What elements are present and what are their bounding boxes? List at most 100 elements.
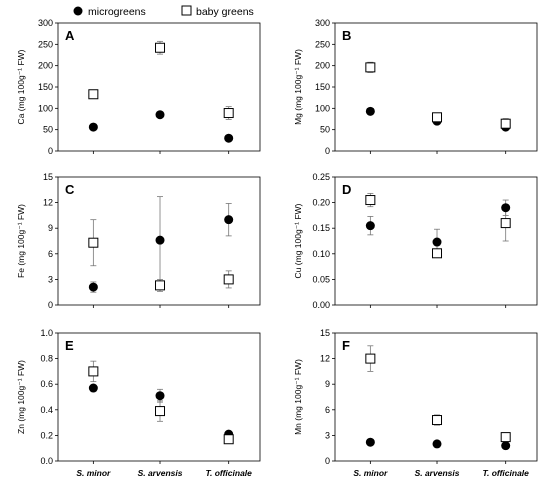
- legend-marker-microgreens: [73, 6, 83, 16]
- y-tick-label: 50: [43, 125, 53, 135]
- panel-letter: C: [65, 182, 75, 197]
- category-labels: S. minor S. arvensis T. officinale S. minor…: [76, 468, 529, 478]
- point-microgreens: [88, 122, 98, 132]
- y-tick-label: 200: [38, 61, 53, 71]
- y-tick-label: 0.6: [40, 379, 53, 389]
- category-label-t-officinale: T. officinale: [482, 468, 529, 478]
- point-baby-greens: [432, 112, 443, 123]
- y-tick-label: 0.10: [312, 249, 330, 259]
- point-baby-greens: [155, 42, 166, 53]
- y-axis-label: Fe (mg 100g⁻¹ FW): [16, 204, 26, 278]
- point-baby-greens: [432, 248, 443, 259]
- y-tick-label: 15: [43, 172, 53, 182]
- y-axis-label: Cu (mg 100g⁻¹ FW): [293, 203, 303, 278]
- point-baby-greens: [365, 62, 376, 73]
- y-tick-label: 15: [320, 328, 330, 338]
- category-label-s-arvensis: S. arvensis: [415, 468, 460, 478]
- y-axis-label: Zn (mg 100g⁻¹ FW): [16, 360, 26, 434]
- plot-frame: [334, 176, 538, 306]
- y-tick-label: 3: [325, 430, 330, 440]
- y-tick-label: 150: [38, 82, 53, 92]
- point-microgreens: [432, 237, 442, 247]
- y-tick-label: 250: [315, 39, 330, 49]
- category-label-s-arvensis: S. arvensis: [138, 468, 183, 478]
- legend-label-baby-greens: baby greens: [196, 6, 254, 18]
- y-tick-label: 100: [315, 103, 330, 113]
- panel-letter: A: [65, 28, 75, 43]
- y-tick-label: 0.0: [40, 456, 53, 466]
- panel-letter: B: [342, 28, 351, 43]
- y-tick-label: 0.05: [312, 274, 330, 284]
- y-tick-label: 0: [325, 146, 330, 156]
- y-tick-label: 300: [38, 18, 53, 28]
- point-baby-greens: [500, 118, 511, 129]
- point-baby-greens: [223, 434, 234, 445]
- y-tick-label: 0.4: [40, 405, 53, 415]
- point-baby-greens: [88, 89, 99, 100]
- y-tick-label: 0.15: [312, 223, 330, 233]
- point-microgreens: [501, 203, 511, 213]
- legend: microgreens baby greens: [73, 5, 254, 18]
- point-microgreens: [88, 282, 98, 292]
- panel-c: 0 3 6 9 12 15 Fe (mg 100g⁻¹ FW) C: [16, 172, 261, 310]
- point-baby-greens: [365, 353, 376, 364]
- plot-frame: [57, 332, 261, 462]
- panel-letter: D: [342, 182, 351, 197]
- point-microgreens: [501, 441, 511, 451]
- y-tick-label: 250: [38, 39, 53, 49]
- point-microgreens: [155, 110, 165, 120]
- point-baby-greens: [223, 108, 234, 119]
- panel-d: 0.00 0.05 0.10 0.15 0.20 0.25 Cu (mg 100g⁻¹ FW…: [293, 172, 538, 310]
- plot-frame: [334, 22, 538, 152]
- y-axis-label: Ca (mg 100g⁻¹ FW): [16, 49, 26, 124]
- point-microgreens: [365, 106, 375, 116]
- point-baby-greens: [500, 432, 511, 443]
- y-tick-label: 9: [325, 379, 330, 389]
- y-axis-label: Mn (mg 100g⁻¹ FW): [293, 359, 303, 435]
- y-tick-label: 3: [48, 274, 53, 284]
- y-tick-label: 0: [48, 300, 53, 310]
- point-baby-greens: [155, 280, 166, 291]
- y-tick-label: 0: [48, 146, 53, 156]
- point-microgreens: [155, 391, 165, 401]
- panel-letter: F: [342, 338, 350, 353]
- y-tick-label: 1.0: [40, 328, 53, 338]
- y-tick-label: 50: [320, 125, 330, 135]
- y-tick-label: 6: [325, 405, 330, 415]
- y-tick-label: 0.25: [312, 172, 330, 182]
- point-baby-greens: [88, 366, 99, 377]
- panel-letter: E: [65, 338, 74, 353]
- y-tick-label: 0.00: [312, 300, 330, 310]
- y-tick-label: 6: [48, 249, 53, 259]
- panel-f: 0 3 6 9 12 15 Mn (mg 100g⁻¹ FW) F: [293, 328, 538, 466]
- plot-frame: [57, 176, 261, 306]
- y-tick-label: 0.8: [40, 354, 53, 364]
- point-baby-greens: [500, 218, 511, 229]
- point-baby-greens: [223, 274, 234, 285]
- y-tick-label: 0.2: [40, 430, 53, 440]
- y-axis-label: Mg (mg 100g⁻¹ FW): [293, 49, 303, 125]
- category-label-s-minor: S. minor: [353, 468, 388, 478]
- plot-frame: [57, 22, 261, 152]
- point-baby-greens: [155, 406, 166, 417]
- point-microgreens: [365, 437, 375, 447]
- point-microgreens: [224, 215, 234, 225]
- y-tick-label: 0.20: [312, 198, 330, 208]
- panel-a: 0 50 100 150 200 250 300 Ca (mg 100g⁻¹ FW) A: [16, 18, 261, 156]
- point-microgreens: [155, 235, 165, 245]
- y-tick-label: 300: [315, 18, 330, 28]
- y-tick-label: 200: [315, 61, 330, 71]
- y-tick-label: 0: [325, 456, 330, 466]
- category-label-t-officinale: T. officinale: [205, 468, 252, 478]
- point-microgreens: [365, 221, 375, 231]
- y-tick-label: 12: [43, 198, 53, 208]
- point-baby-greens: [432, 415, 443, 426]
- point-microgreens: [88, 383, 98, 393]
- panel-b: 0 50 100 150 200 250 300 Mg (mg 100g⁻¹ FW) B: [293, 18, 538, 156]
- point-baby-greens: [365, 195, 376, 206]
- plot-frame: [334, 332, 538, 462]
- y-tick-label: 100: [38, 103, 53, 113]
- y-tick-label: 150: [315, 82, 330, 92]
